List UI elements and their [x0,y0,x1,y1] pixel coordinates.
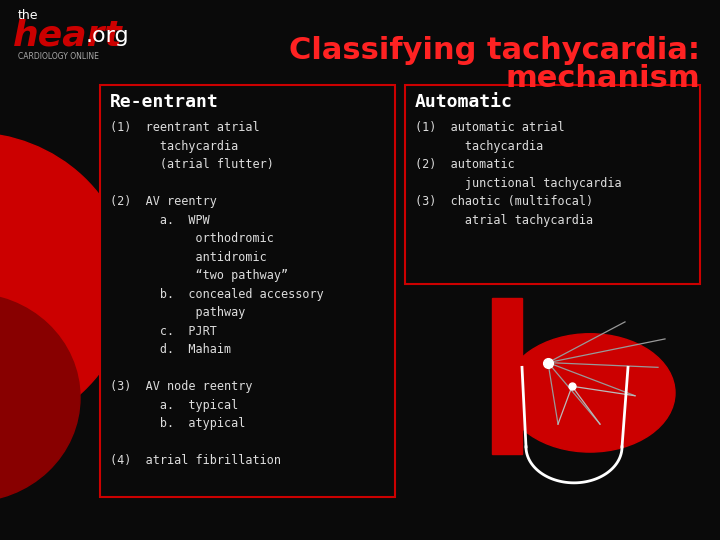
Circle shape [0,293,80,502]
Text: CARDIOLOGY ONLINE: CARDIOLOGY ONLINE [18,52,99,61]
FancyBboxPatch shape [405,85,700,284]
Text: mechanism: mechanism [505,64,700,93]
FancyBboxPatch shape [100,85,395,497]
Ellipse shape [505,334,675,452]
Circle shape [0,132,130,435]
Text: Classifying tachycardia:: Classifying tachycardia: [289,36,700,65]
Text: the: the [18,10,38,23]
Bar [492,298,522,455]
Text: Re-entrant: Re-entrant [110,93,219,111]
Text: .org: .org [86,25,130,45]
Text: heart: heart [13,19,122,53]
Text: (1)  automatic atrial
       tachycardia
(2)  automatic
       junctional tachyc: (1) automatic atrial tachycardia (2) aut… [415,121,621,227]
Text: (1)  reentrant atrial
       tachycardia
       (atrial flutter)

(2)  AV reentr: (1) reentrant atrial tachycardia (atrial… [110,121,324,467]
Text: Automatic: Automatic [415,93,513,111]
